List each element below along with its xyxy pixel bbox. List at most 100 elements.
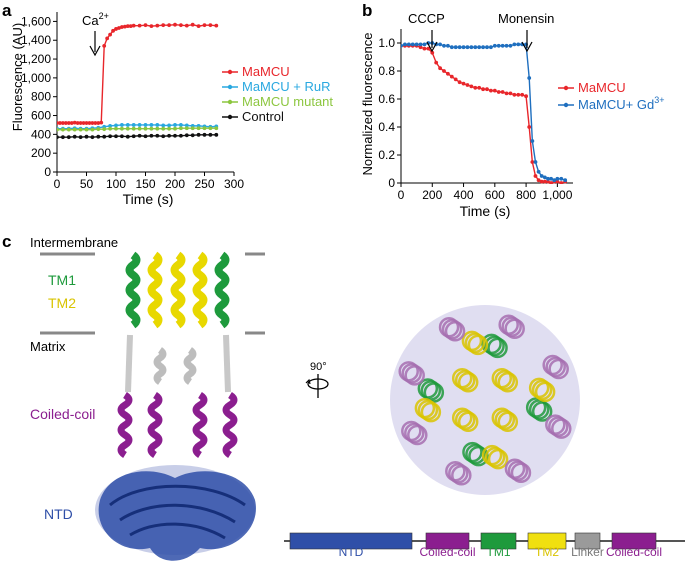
- data-point: [559, 176, 564, 181]
- data-point: [492, 88, 497, 93]
- data-point: [57, 135, 59, 140]
- data-point: [546, 179, 550, 184]
- data-point: [72, 134, 77, 139]
- data-point: [496, 90, 501, 94]
- data-point: [214, 126, 219, 131]
- data-point: [137, 123, 142, 127]
- data-point: [500, 90, 505, 94]
- y-tick-label: 1.0: [378, 36, 395, 50]
- helix-ring: [464, 332, 486, 354]
- data-point: [202, 23, 207, 28]
- data-point: [481, 87, 485, 92]
- y-tick-label: 400: [31, 127, 51, 141]
- y-tick-label: 800: [31, 90, 51, 104]
- data-point: [214, 132, 219, 137]
- data-point: [173, 22, 177, 27]
- data-point: [539, 179, 544, 184]
- data-point: [530, 139, 535, 143]
- data-point: [524, 94, 528, 99]
- data-point: [155, 126, 160, 131]
- data-point: [434, 60, 439, 65]
- helix-ring: [407, 424, 428, 446]
- matrix-label: Matrix: [30, 339, 66, 354]
- y-tick-label: 0.8: [378, 64, 395, 78]
- data-point: [78, 121, 83, 125]
- helix-ring: [465, 443, 486, 465]
- data-point: [196, 24, 201, 29]
- legend-swatch-marker: [563, 85, 569, 91]
- data-point: [426, 46, 431, 51]
- helix-ring: [423, 382, 445, 403]
- ca-arrow-head: [89, 45, 101, 57]
- domain-label: Linker: [571, 545, 604, 559]
- data-point: [108, 123, 112, 128]
- rotation-icon: [305, 374, 329, 398]
- data-point: [516, 42, 521, 47]
- y-tick-label: 1,000: [21, 71, 51, 85]
- helix-ring: [507, 460, 529, 481]
- data-point: [137, 133, 142, 138]
- data-point: [131, 134, 136, 139]
- y-tick-label: 0.4: [378, 120, 395, 134]
- data-point: [137, 126, 142, 131]
- data-point: [184, 133, 189, 138]
- data-point: [202, 132, 207, 137]
- data-point: [449, 74, 454, 79]
- data-point: [196, 126, 201, 131]
- x-tick-label: 400: [454, 188, 474, 202]
- helix-ring: [551, 418, 572, 439]
- data-point: [167, 123, 172, 128]
- panel-b-ylabel: Normalized fluorescence: [360, 32, 375, 175]
- data-point: [184, 23, 189, 28]
- data-point: [414, 42, 419, 47]
- data-point: [87, 121, 92, 125]
- data-point: [108, 134, 112, 139]
- y-tick-label: 0: [44, 165, 51, 179]
- data-point: [492, 43, 497, 48]
- data-point: [131, 23, 136, 28]
- series-line-0: [57, 23, 217, 124]
- x-tick-label: 1,000: [542, 188, 572, 202]
- data-point: [131, 123, 136, 127]
- data-point: [143, 123, 148, 127]
- linker-helices: [125, 334, 231, 393]
- data-point: [96, 127, 101, 132]
- legend-swatch-marker: [227, 99, 233, 105]
- panel-b: b Normalized fluorescence Time (s) 0 200 4…: [360, 1, 664, 219]
- data-point: [512, 92, 517, 97]
- data-point: [549, 176, 554, 181]
- data-point: [504, 43, 509, 48]
- data-point: [143, 134, 148, 139]
- data-point: [214, 23, 219, 28]
- data-point: [161, 134, 166, 139]
- data-point: [477, 45, 482, 50]
- helix-ring: [404, 422, 425, 444]
- data-point: [520, 92, 525, 97]
- y-tick-label: 0: [388, 176, 395, 190]
- panel-b-series: [401, 41, 568, 184]
- domain-segment: [611, 532, 657, 550]
- helix-ring: [417, 399, 439, 421]
- cccp-arrow-head: [426, 41, 438, 53]
- data-point: [473, 85, 478, 90]
- data-point: [539, 174, 544, 178]
- y-tick-label: 600: [31, 109, 51, 123]
- panel-c-letter: c: [2, 232, 11, 251]
- y-tick-label: 1,400: [21, 33, 51, 47]
- data-point: [90, 121, 95, 125]
- domain-label: TM1: [487, 545, 511, 559]
- ntd-label: NTD: [44, 506, 73, 522]
- helix-ring: [404, 365, 425, 386]
- data-point: [108, 32, 112, 37]
- data-point: [438, 66, 442, 71]
- data-point: [155, 133, 160, 138]
- legend-label: MaMCU + RuR: [242, 79, 331, 94]
- data-point: [563, 178, 568, 183]
- data-point: [72, 127, 77, 132]
- helix-ring: [494, 369, 516, 391]
- data-point: [555, 176, 560, 181]
- data-point: [446, 43, 450, 48]
- data-point: [96, 121, 101, 125]
- y-tick-label: 200: [31, 146, 51, 160]
